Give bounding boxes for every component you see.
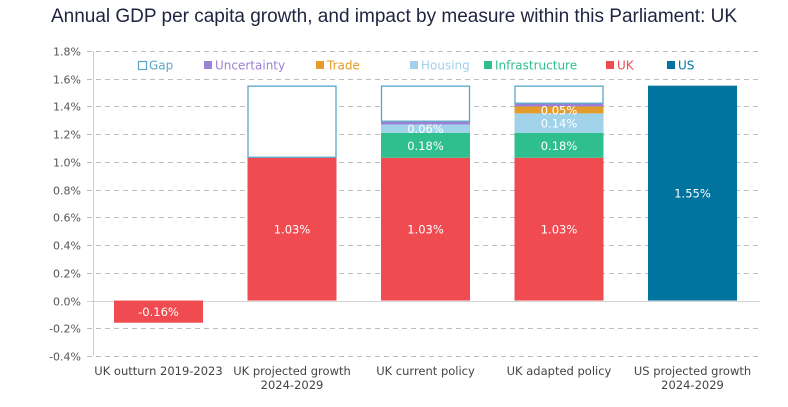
y-tick-label: 1.4%: [53, 101, 81, 114]
y-tick-label: 0.2%: [53, 268, 81, 281]
bar-infrastructure: [514, 132, 604, 158]
bar-gap: [380, 85, 471, 122]
legend-item-uncertainty: Uncertainty: [204, 59, 285, 73]
data-label: 0.06%: [407, 122, 444, 136]
y-tick-label: -0.2%: [49, 323, 81, 336]
legend-label: US: [678, 59, 694, 73]
bar-gap: [514, 85, 604, 104]
data-label: 1.03%: [274, 223, 311, 237]
legend-label: Infrastructure: [495, 59, 577, 73]
legend-label: Housing: [421, 59, 470, 73]
bar-housing: [381, 124, 470, 133]
data-label: -0.16%: [138, 305, 179, 319]
legend-label: Trade: [326, 59, 360, 73]
y-tick-label: -0.4%: [49, 351, 81, 364]
y-axis: -0.4% -0.2% 0.0% 0.2% 0.4% 0.6% 0.8% 1.0% 1.2% 1.…: [49, 46, 94, 364]
legend-swatch: [204, 61, 212, 69]
data-label: 1.03%: [407, 223, 444, 237]
legend-label: UK: [617, 59, 635, 73]
bars: [114, 85, 737, 323]
bar-gap: [247, 85, 337, 158]
y-tick-label: 1.6%: [53, 74, 81, 87]
bar-infrastructure: [381, 132, 470, 158]
x-tick-label: UK adapted policy: [507, 364, 612, 378]
x-axis: UK outturn 2019-2023 UK projected growth2…: [94, 364, 751, 392]
bar-uk: [514, 157, 604, 301]
legend-swatch: [137, 60, 148, 71]
legend: Gap Uncertainty Trade Housing Infrastructure…: [137, 59, 694, 73]
x-tick-label: UK projected growth: [233, 364, 351, 378]
bar-uncertainty: [381, 121, 470, 125]
legend-swatch: [484, 61, 492, 69]
legend-swatch: [410, 61, 418, 69]
data-label: 0.05%: [541, 103, 578, 117]
y-tick-label: 0.6%: [53, 212, 81, 225]
legend-swatch: [606, 61, 614, 69]
legend-label: Uncertainty: [215, 59, 285, 73]
data-label: 0.18%: [541, 139, 578, 153]
bar-housing: [514, 113, 604, 133]
legend-item-infrastructure: Infrastructure: [484, 59, 577, 73]
data-label: 1.55%: [674, 187, 711, 201]
chart-title: Annual GDP per capita growth, and impact…: [50, 6, 738, 27]
bar-uk: [381, 157, 470, 301]
y-tick-label: 1.8%: [53, 46, 81, 59]
bar-trade: [514, 106, 604, 114]
y-tick-label: 0.4%: [53, 240, 81, 253]
legend-swatch: [316, 61, 324, 69]
x-tick-label: 2024-2029: [661, 378, 724, 392]
data-label: 0.18%: [407, 139, 444, 153]
y-tick-label: 1.2%: [53, 129, 81, 142]
y-tick-label: 1.0%: [53, 157, 81, 170]
legend-label: Gap: [149, 59, 173, 73]
data-labels: -0.16% 1.03% 1.03% 0.18% 0.06% 1.03% 0.18% 0.14…: [138, 103, 711, 319]
data-label: 1.03%: [541, 223, 578, 237]
y-tick-label: 0.8%: [53, 185, 81, 198]
legend-item-trade: Trade: [316, 59, 360, 73]
legend-item-gap: Gap: [137, 59, 173, 73]
legend-swatch: [667, 61, 675, 69]
legend-item-housing: Housing: [410, 59, 470, 73]
bar-uk: [247, 157, 337, 301]
x-tick-label: UK current policy: [376, 364, 475, 378]
legend-item-uk: UK: [606, 59, 635, 73]
x-tick-label: UK outturn 2019-2023: [94, 364, 222, 378]
data-label: 0.14%: [541, 117, 578, 131]
bar-uncertainty: [514, 103, 604, 107]
y-tick-label: 0.0%: [53, 296, 81, 309]
bar-uk: [114, 300, 203, 323]
x-tick-label: 2024-2029: [261, 378, 324, 392]
x-tick-label: US projected growth: [634, 364, 751, 378]
legend-item-us: US: [667, 59, 694, 73]
bar-us: [648, 85, 737, 301]
